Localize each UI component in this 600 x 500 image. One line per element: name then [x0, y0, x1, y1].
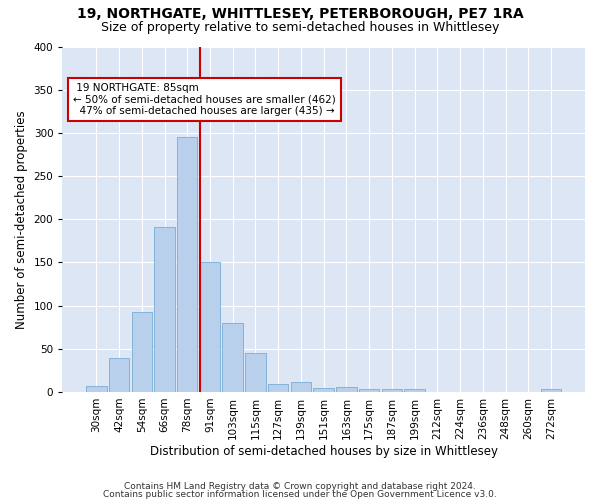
- Bar: [223, 323, 243, 392]
- Bar: [541, 390, 561, 392]
- Text: 19, NORTHGATE, WHITTLESEY, PETERBOROUGH, PE7 1RA: 19, NORTHGATE, WHITTLESEY, PETERBOROUGH,…: [77, 8, 523, 22]
- Text: Size of property relative to semi-detached houses in Whittlesey: Size of property relative to semi-detach…: [101, 21, 499, 34]
- Bar: [336, 387, 356, 392]
- Bar: [359, 388, 379, 392]
- Bar: [313, 388, 334, 392]
- Bar: [268, 384, 289, 392]
- Bar: [245, 353, 266, 392]
- Bar: [382, 388, 402, 392]
- Bar: [109, 358, 129, 392]
- Bar: [404, 390, 425, 392]
- Bar: [131, 312, 152, 392]
- Text: 19 NORTHGATE: 85sqm
← 50% of semi-detached houses are smaller (462)
  47% of sem: 19 NORTHGATE: 85sqm ← 50% of semi-detach…: [73, 83, 335, 116]
- Bar: [177, 137, 197, 392]
- Bar: [291, 382, 311, 392]
- X-axis label: Distribution of semi-detached houses by size in Whittlesey: Distribution of semi-detached houses by …: [149, 444, 497, 458]
- Text: Contains HM Land Registry data © Crown copyright and database right 2024.: Contains HM Land Registry data © Crown c…: [124, 482, 476, 491]
- Bar: [200, 262, 220, 392]
- Y-axis label: Number of semi-detached properties: Number of semi-detached properties: [15, 110, 28, 328]
- Bar: [86, 386, 107, 392]
- Text: Contains public sector information licensed under the Open Government Licence v3: Contains public sector information licen…: [103, 490, 497, 499]
- Bar: [154, 227, 175, 392]
